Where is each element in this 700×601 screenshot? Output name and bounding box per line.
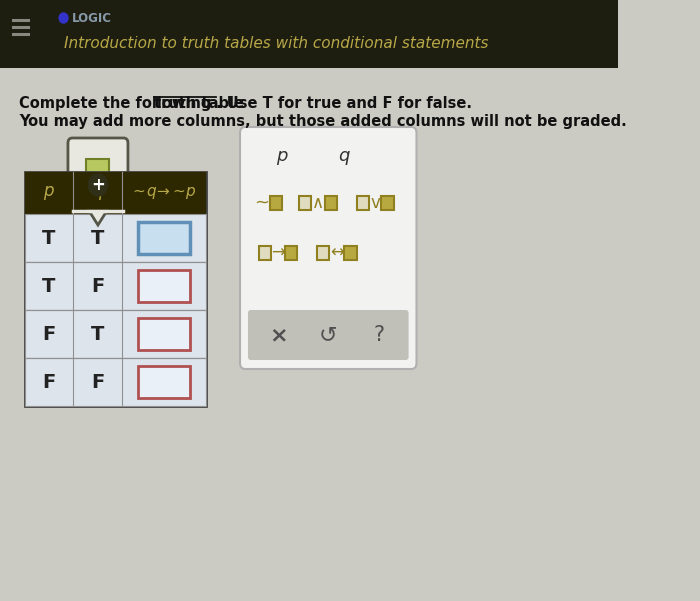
Text: →: → (271, 244, 285, 262)
FancyBboxPatch shape (270, 196, 282, 210)
Text: ~: ~ (253, 194, 269, 212)
Text: $\it{q}$: $\it{q}$ (92, 184, 104, 202)
Text: ?: ? (374, 325, 385, 345)
Text: F: F (91, 373, 104, 391)
Text: F: F (91, 276, 104, 296)
Polygon shape (89, 211, 107, 225)
FancyBboxPatch shape (138, 270, 190, 302)
FancyBboxPatch shape (382, 196, 393, 210)
FancyBboxPatch shape (317, 246, 329, 260)
Text: truth table: truth table (153, 96, 244, 111)
Circle shape (88, 174, 108, 196)
FancyBboxPatch shape (325, 196, 337, 210)
Text: ×: × (270, 325, 288, 345)
FancyBboxPatch shape (25, 358, 206, 406)
Text: Introduction to truth tables with conditional statements: Introduction to truth tables with condit… (64, 37, 488, 52)
Text: ↔: ↔ (330, 244, 344, 262)
Text: ↺: ↺ (319, 325, 337, 345)
FancyBboxPatch shape (138, 318, 190, 350)
FancyBboxPatch shape (68, 138, 128, 216)
FancyBboxPatch shape (258, 246, 271, 260)
Text: You may add more columns, but those added columns will not be graded.: You may add more columns, but those adde… (20, 114, 627, 129)
FancyBboxPatch shape (138, 366, 190, 398)
Text: LOGIC: LOGIC (72, 11, 113, 25)
FancyBboxPatch shape (138, 222, 190, 254)
FancyBboxPatch shape (356, 196, 369, 210)
FancyBboxPatch shape (25, 262, 206, 310)
Text: . Use T for true and F for false.: . Use T for true and F for false. (216, 96, 473, 111)
Text: T: T (91, 325, 104, 344)
Text: $\it{p}$: $\it{p}$ (276, 149, 288, 167)
Text: T: T (91, 228, 104, 248)
FancyBboxPatch shape (0, 0, 617, 68)
FancyBboxPatch shape (299, 196, 312, 210)
FancyBboxPatch shape (25, 172, 206, 214)
FancyBboxPatch shape (240, 127, 416, 369)
Text: Complete the following: Complete the following (20, 96, 217, 111)
Text: F: F (42, 373, 55, 391)
Text: F: F (42, 325, 55, 344)
Text: T: T (42, 228, 56, 248)
Text: $\it{q}$: $\it{q}$ (338, 149, 351, 167)
Text: ∧: ∧ (312, 194, 323, 212)
FancyBboxPatch shape (87, 159, 109, 199)
FancyBboxPatch shape (0, 68, 617, 601)
FancyBboxPatch shape (25, 214, 206, 262)
FancyBboxPatch shape (285, 246, 298, 260)
Text: $\it{p}$: $\it{p}$ (43, 184, 55, 202)
FancyBboxPatch shape (25, 310, 206, 358)
FancyBboxPatch shape (344, 246, 356, 260)
Text: T: T (42, 276, 56, 296)
Text: $\sim\! q \!\rightarrow\! \sim\! p$: $\sim\! q \!\rightarrow\! \sim\! p$ (130, 185, 197, 201)
Circle shape (59, 13, 68, 23)
Text: v: v (370, 194, 380, 212)
Text: +: + (91, 176, 105, 194)
FancyBboxPatch shape (248, 310, 409, 360)
